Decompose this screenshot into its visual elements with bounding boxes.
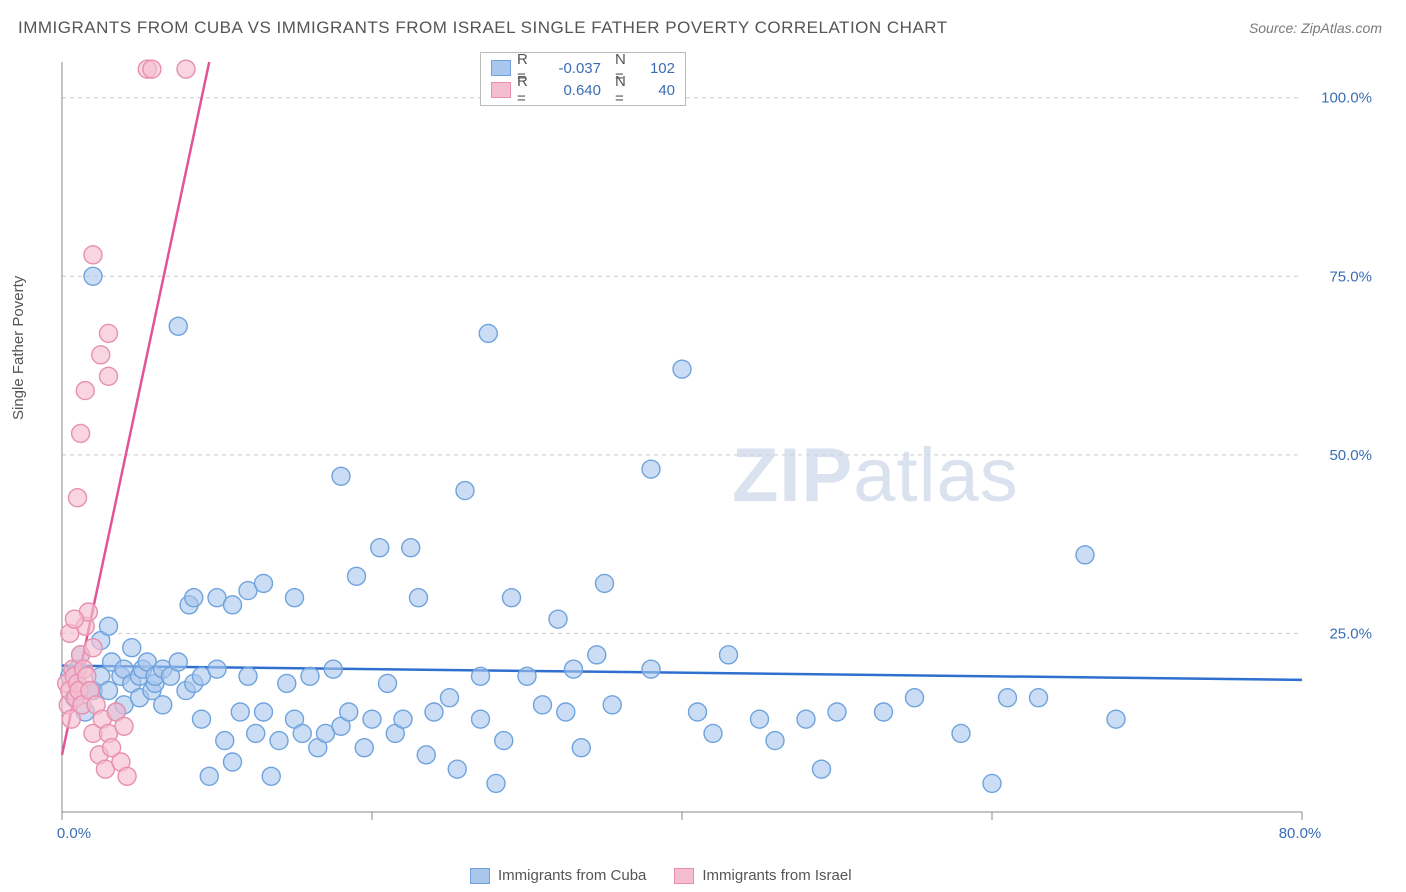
- legend-swatch: [491, 82, 511, 98]
- n-value: 102: [643, 60, 675, 77]
- chart-title: IMMIGRANTS FROM CUBA VS IMMIGRANTS FROM …: [18, 18, 948, 38]
- n-label: N =: [615, 73, 637, 107]
- source-attribution: Source: ZipAtlas.com: [1249, 20, 1382, 36]
- legend-swatch: [674, 868, 694, 884]
- r-value: 0.640: [545, 82, 601, 99]
- chart-area: 0.0%80.0%25.0%50.0%75.0%100.0% ZIPatlas: [52, 52, 1382, 842]
- r-label: R =: [517, 73, 539, 107]
- stat-legend-row: R =0.640N =40: [491, 79, 675, 101]
- y-axis-label: Single Father Poverty: [10, 276, 27, 420]
- svg-text:25.0%: 25.0%: [1329, 625, 1372, 642]
- stat-legend: R = -0.037 N = 102 R =0.640N =40: [480, 52, 686, 106]
- svg-text:0.0%: 0.0%: [57, 825, 91, 842]
- series-legend: Immigrants from Cuba Immigrants from Isra…: [470, 867, 852, 884]
- series-legend-label: Immigrants from Cuba: [498, 867, 646, 884]
- svg-text:80.0%: 80.0%: [1279, 825, 1322, 842]
- series-legend-item: Immigrants from Israel: [674, 867, 851, 884]
- legend-swatch: [470, 868, 490, 884]
- series-legend-item: Immigrants from Cuba: [470, 867, 646, 884]
- svg-text:75.0%: 75.0%: [1329, 268, 1372, 285]
- n-value: 40: [643, 82, 675, 99]
- series-legend-label: Immigrants from Israel: [702, 867, 851, 884]
- svg-text:100.0%: 100.0%: [1321, 90, 1372, 107]
- svg-text:50.0%: 50.0%: [1329, 447, 1372, 464]
- scatter-plot: 0.0% 80.0% 25.0% 50.0% 75.0% 100.0%: [52, 52, 1382, 842]
- r-value: -0.037: [545, 60, 601, 77]
- legend-swatch: [491, 60, 511, 76]
